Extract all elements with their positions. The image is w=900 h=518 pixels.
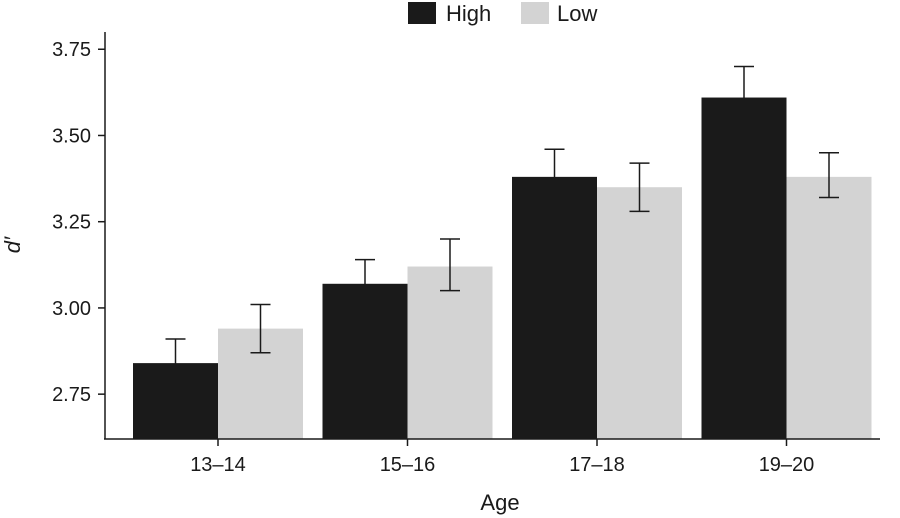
bar-low <box>407 266 493 439</box>
error-bars-group <box>165 65 839 389</box>
y-tick-label: 3.00 <box>52 298 91 320</box>
bar-high <box>701 97 787 439</box>
x-tick-label: 19–20 <box>759 454 815 476</box>
bar-high <box>322 283 408 439</box>
bar-low <box>597 187 682 439</box>
y-axis-title: d′ <box>0 236 25 253</box>
legend-label-high: High <box>446 1 491 26</box>
bars-group <box>133 97 872 439</box>
x-tick-label: 17–18 <box>569 454 625 476</box>
legend-swatch-low <box>521 2 549 24</box>
x-axis-title: Age <box>480 490 519 515</box>
y-tick-label: 2.75 <box>52 384 91 406</box>
legend: High Low <box>408 1 597 26</box>
y-tick-label: 3.75 <box>52 39 91 61</box>
legend-swatch-high <box>408 2 436 24</box>
legend-label-low: Low <box>557 1 597 26</box>
y-axis: 2.75 3.00 3.25 3.50 3.75 <box>52 32 106 439</box>
x-tick-label: 15–16 <box>380 454 436 476</box>
bar-low <box>786 176 872 439</box>
x-tick-label: 13–14 <box>190 454 246 476</box>
x-axis: 13–14 15–16 17–18 19–20 <box>104 438 880 476</box>
bar-high <box>512 176 597 439</box>
y-tick-label: 3.50 <box>52 125 91 147</box>
y-tick-label: 3.25 <box>52 212 91 234</box>
